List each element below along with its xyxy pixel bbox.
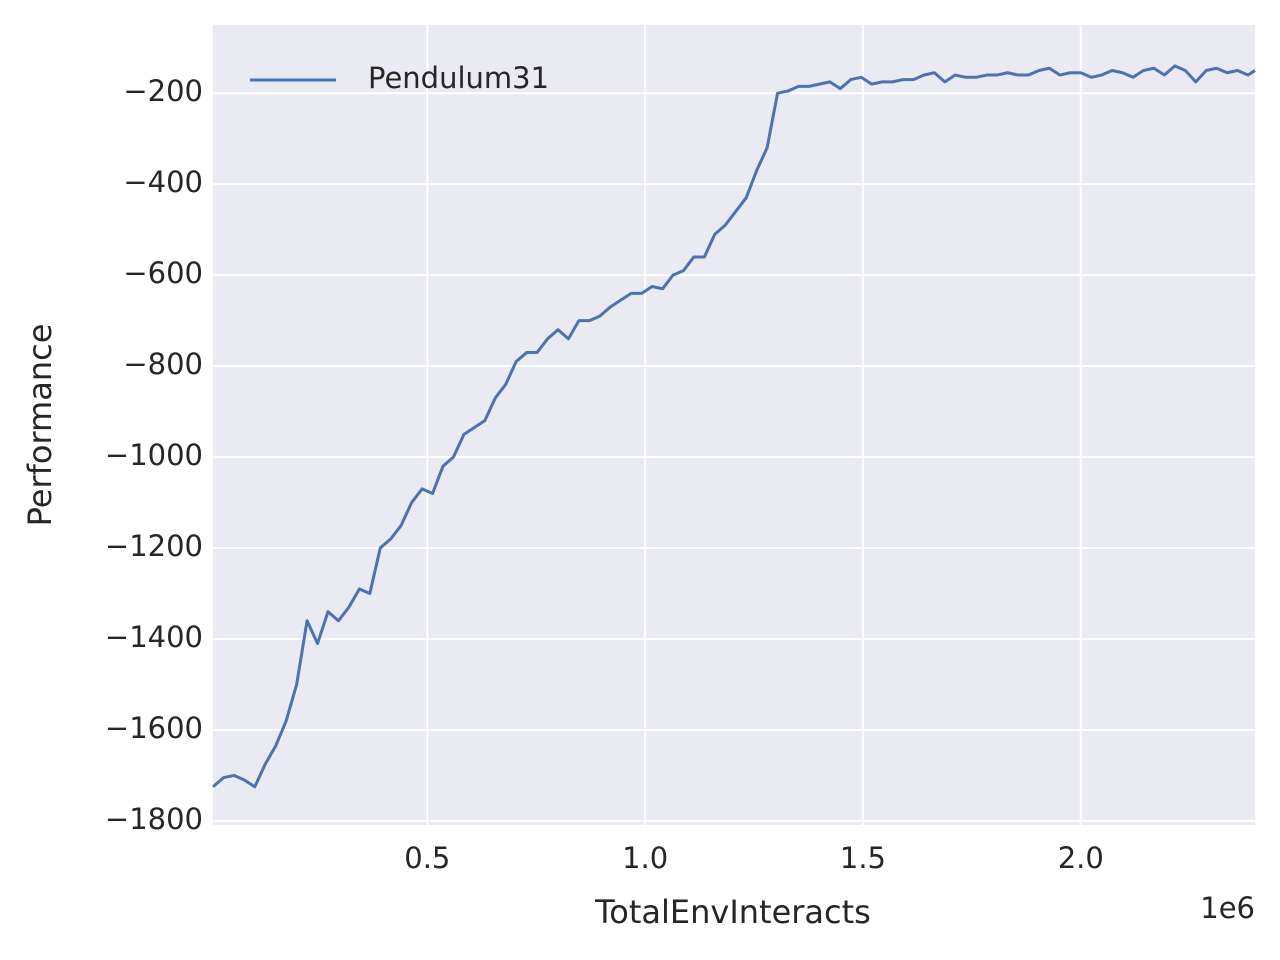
x-tick-label: 1.5	[840, 841, 886, 875]
plot-area	[213, 25, 1255, 825]
y-axis-label: Performance	[21, 324, 59, 527]
x-tick-label: 2.0	[1058, 841, 1104, 875]
y-tick-label: −1600	[105, 711, 203, 745]
y-tick-label: −600	[123, 256, 203, 290]
y-tick-label: −1400	[105, 620, 203, 654]
line	[212, 64, 1256, 789]
x-tick-label: 0.5	[404, 841, 450, 875]
y-tick-label: −400	[123, 165, 203, 199]
x-tick-label: 1.0	[622, 841, 668, 875]
y-tick-label: −1200	[105, 529, 203, 563]
y-tick-label: −1800	[105, 802, 203, 836]
x-axis-label: TotalEnvInteracts	[594, 893, 871, 931]
legend-label: Pendulum31	[368, 61, 549, 95]
y-tick-label: −800	[123, 347, 203, 381]
y-tick-label: −200	[123, 74, 203, 108]
x-offset-text: 1e6	[1200, 891, 1255, 925]
y-tick-label: −1000	[105, 438, 203, 472]
